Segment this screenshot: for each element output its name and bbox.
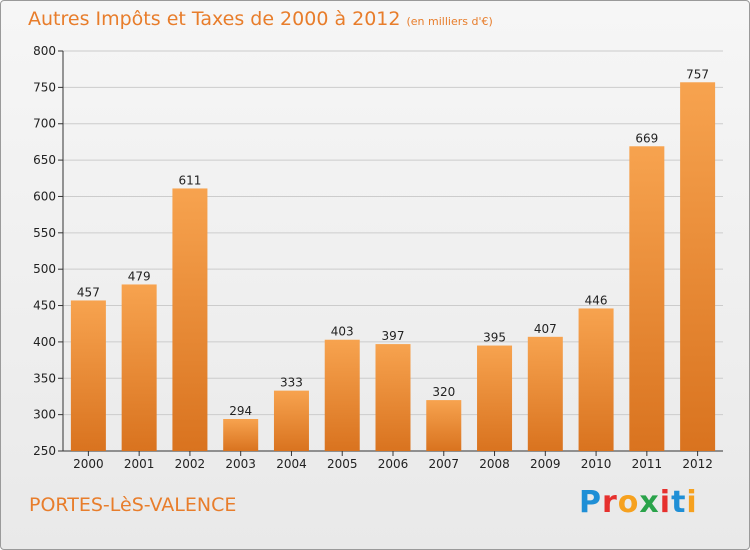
bar bbox=[680, 82, 716, 451]
chart-subtitle: (en milliers d'€) bbox=[406, 15, 493, 28]
value-label: 669 bbox=[635, 131, 658, 145]
x-tick-label: 2011 bbox=[632, 457, 663, 471]
bar bbox=[527, 336, 563, 451]
x-tick-label: 2000 bbox=[73, 457, 104, 471]
y-tick-label: 650 bbox=[33, 153, 56, 167]
bar bbox=[477, 345, 513, 451]
value-label: 757 bbox=[686, 67, 709, 81]
y-tick-label: 700 bbox=[33, 117, 56, 131]
value-label: 403 bbox=[331, 325, 354, 339]
logo-letter: i bbox=[659, 485, 672, 520]
y-tick-label: 550 bbox=[33, 226, 56, 240]
y-tick-label: 300 bbox=[33, 408, 56, 422]
value-label: 479 bbox=[128, 269, 151, 283]
value-label: 333 bbox=[280, 376, 303, 390]
x-tick-label: 2007 bbox=[428, 457, 459, 471]
bar bbox=[121, 284, 157, 451]
logo-letter: i bbox=[686, 485, 698, 520]
bar bbox=[426, 400, 462, 451]
chart-title: Autres Impôts et Taxes de 2000 à 2012 (en… bbox=[28, 8, 493, 30]
x-tick-label: 2004 bbox=[276, 457, 307, 471]
y-tick-label: 600 bbox=[33, 189, 56, 203]
bar bbox=[273, 390, 309, 451]
logo-letter: x bbox=[639, 485, 660, 520]
bar bbox=[70, 300, 106, 451]
value-label: 397 bbox=[382, 329, 405, 343]
y-tick-label: 400 bbox=[33, 335, 56, 349]
y-tick-label: 450 bbox=[33, 299, 56, 313]
x-tick-label: 2003 bbox=[225, 457, 256, 471]
y-tick-label: 750 bbox=[33, 80, 56, 94]
labels: 250 300 350 400 450 500 550 600 650 700 750 800 457 2… bbox=[33, 44, 713, 471]
logo-letter: t bbox=[671, 485, 687, 520]
x-tick-label: 2006 bbox=[378, 457, 409, 471]
value-label: 446 bbox=[585, 293, 608, 307]
y-tick-label: 500 bbox=[33, 262, 56, 276]
proxiti-logo[interactable]: Proxiti bbox=[579, 485, 698, 520]
city-name: PORTES-LèS-VALENCE bbox=[29, 494, 237, 516]
y-tick-label: 800 bbox=[33, 44, 56, 58]
value-label: 457 bbox=[77, 285, 100, 299]
value-label: 407 bbox=[534, 322, 557, 336]
chart-title-text: Autres Impôts et Taxes de 2000 à 2012 bbox=[28, 8, 401, 30]
x-tick-label: 2012 bbox=[682, 457, 713, 471]
x-tick-label: 2002 bbox=[175, 457, 206, 471]
bar bbox=[578, 308, 614, 451]
bar bbox=[324, 339, 360, 451]
bar bbox=[172, 188, 208, 452]
value-label: 611 bbox=[178, 173, 201, 187]
logo-letter: r bbox=[602, 485, 618, 520]
x-tick-label: 2001 bbox=[124, 457, 155, 471]
bars bbox=[70, 82, 716, 452]
bar bbox=[629, 146, 665, 452]
value-label: 294 bbox=[229, 404, 252, 418]
logo-letter: o bbox=[617, 485, 640, 520]
bar bbox=[223, 419, 259, 451]
bar bbox=[375, 344, 411, 451]
y-tick-label: 350 bbox=[33, 371, 56, 385]
y-tick-label: 250 bbox=[33, 444, 56, 458]
x-tick-label: 2009 bbox=[530, 457, 561, 471]
value-label: 320 bbox=[432, 385, 455, 399]
x-tick-label: 2008 bbox=[479, 457, 510, 471]
x-tick-label: 2010 bbox=[581, 457, 612, 471]
logo-letter: P bbox=[579, 485, 602, 520]
x-tick-label: 2005 bbox=[327, 457, 358, 471]
value-label: 395 bbox=[483, 331, 506, 345]
